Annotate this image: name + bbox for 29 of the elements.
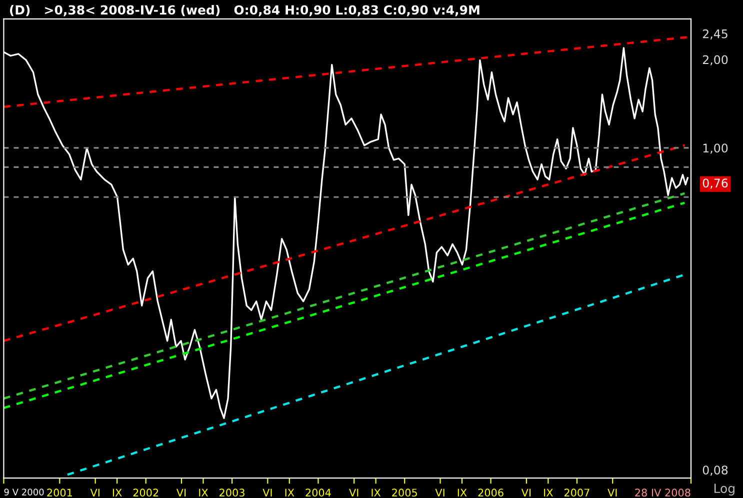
x-tick-label: VI [608, 488, 617, 496]
x-tick-label: IX [199, 488, 208, 496]
x-tick-label: VI [435, 488, 444, 496]
x-tick-label: VI [176, 488, 186, 496]
x-tick-label: IX [544, 488, 553, 496]
x-tick-label: 9 V 2000 [4, 488, 44, 496]
x-tick-label: 2001 [47, 488, 72, 497]
y-tick-label: 0,08 [702, 466, 728, 476]
x-tick-label: VI [349, 488, 358, 496]
x-tick-label: IX [372, 488, 381, 496]
x-tick-label: 2006 [478, 488, 504, 497]
x-tick-label: VI [90, 488, 100, 496]
x-tick-label: IX [285, 488, 294, 496]
x-tick-label: 2002 [133, 488, 158, 497]
x-tick-label: IX [458, 488, 467, 496]
y-tick-label: 0,76 [702, 178, 728, 189]
x-tick-label: 2004 [306, 488, 331, 497]
x-tick-label: VI [521, 488, 531, 496]
y-tick-label: 2,45 [702, 29, 728, 40]
y-tick-label: 2,00 [702, 55, 728, 66]
x-tick-label: 2005 [392, 488, 417, 497]
chart-title: (D) >0,38< 2008-IV-16 (wed) O:0,84 H:0,90 L:0,83 C:0,90 v:4,9M [10, 4, 480, 16]
x-tick-label: 2007 [564, 488, 590, 497]
y-tick-label: 1,00 [703, 144, 728, 154]
x-tick-label: VI [262, 488, 272, 496]
x-tick-label: 2003 [220, 488, 244, 497]
x-tick-label: 28 IV 2008 [635, 488, 690, 497]
text: Log [714, 484, 734, 496]
x-tick-label: IX [112, 488, 122, 496]
